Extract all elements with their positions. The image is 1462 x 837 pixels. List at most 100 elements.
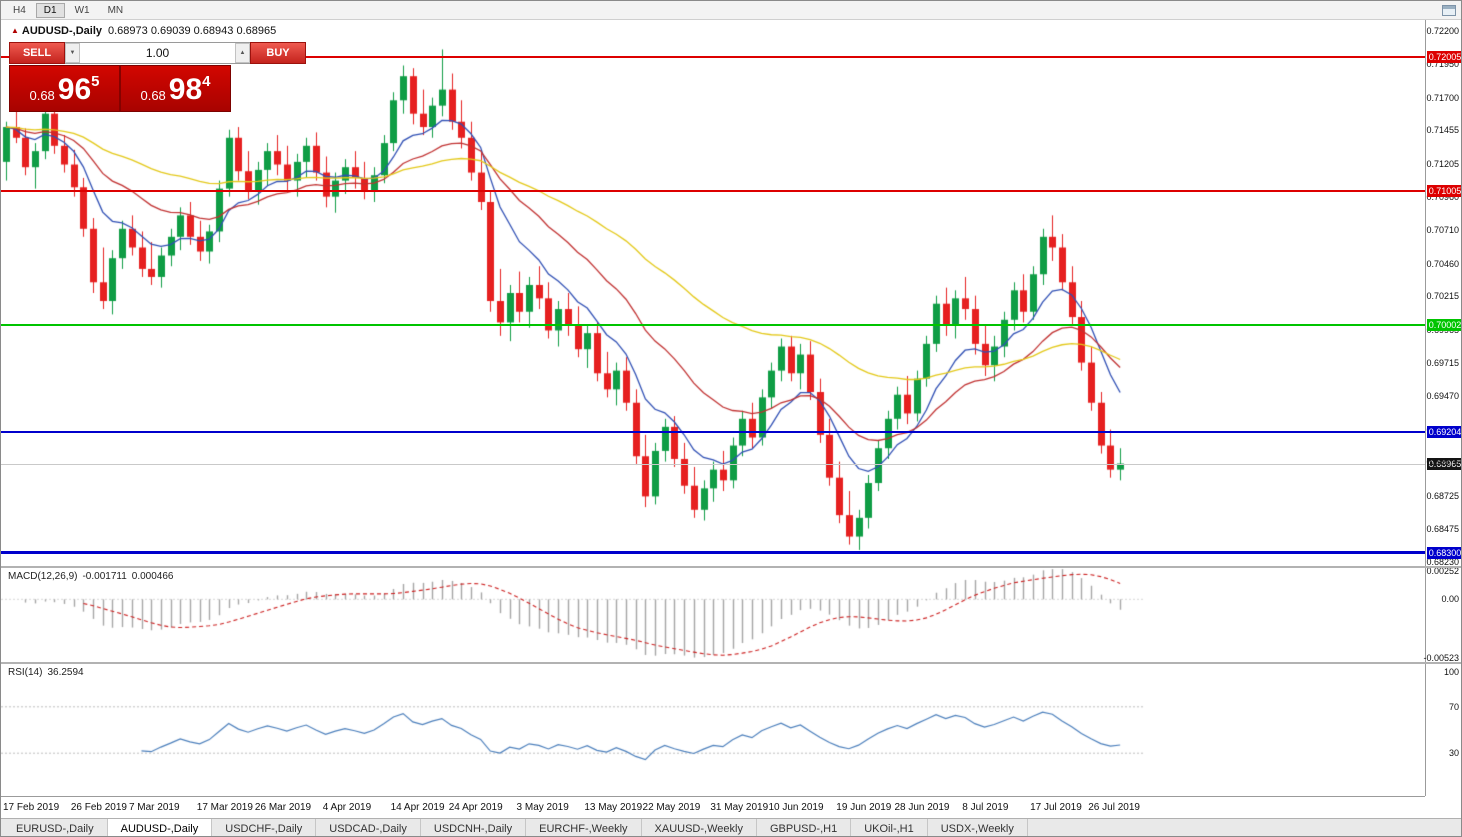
time-axis[interactable]: 17 Feb 2019 26 Feb 2019 7 Mar 2019 17 Mar 2… [1, 796, 1425, 818]
chart-tab-eurchf-weekly[interactable]: EURCHF-,Weekly [526, 819, 642, 836]
macd-scale-label: 0.00252 [1426, 566, 1459, 577]
chart-tab-gbpusd-h1[interactable]: GBPUSD-,H1 [757, 819, 852, 836]
buy-price-prefix: 0.68 [140, 88, 166, 103]
macd-panel: MACD(12,26,9) -0.001711 0.000466 [1, 568, 1425, 662]
panel-separator[interactable] [1, 566, 1461, 568]
price-line-label: 0.71005 [1427, 184, 1462, 197]
buy-price-display[interactable]: 0.68 98 4 [121, 66, 230, 111]
rsi-panel: RSI(14) 36.2594 [1, 664, 1425, 796]
sell-price-big: 96 [57, 73, 92, 106]
chart-tab-audusd-daily[interactable]: AUDUSD-,Daily [106, 819, 213, 836]
timeframe-button-d1[interactable]: D1 [35, 2, 65, 18]
rsi-scale-label: 100 [1443, 667, 1459, 677]
timeframe-button-w1[interactable]: W1 [74, 4, 90, 16]
chart-tab-eurusd-daily[interactable]: EURUSD-,Daily [3, 819, 108, 836]
chart-tab-usdchf-daily[interactable]: USDCHF-,Daily [212, 819, 317, 836]
price-line-label: 0.69204 [1427, 425, 1462, 438]
price-scale-label: 0.72200 [1426, 25, 1459, 36]
chart-ohlc-values: 0.68973 0.69039 0.68943 0.68965 [108, 25, 277, 37]
macd-scale-label: 0.00 [1441, 594, 1459, 605]
macd-label: MACD(12,26,9) -0.001711 0.000466 [8, 571, 173, 582]
date-label: 3 May 2019 [516, 802, 569, 813]
price-scale-label: 0.70710 [1426, 225, 1459, 236]
price-line-0-72005[interactable] [1, 55, 1425, 58]
price-scale-label: 0.68475 [1426, 524, 1459, 535]
chart-tab-xauusd-weekly[interactable]: XAUUSD-,Weekly [642, 819, 757, 836]
date-label: 17 Feb 2019 [3, 802, 60, 813]
symbol-icon: ▲ [11, 26, 19, 35]
volume-field: ▼ ▲ [65, 42, 250, 64]
price-line-label: 0.68300 [1427, 546, 1462, 559]
date-label: 17 Mar 2019 [196, 802, 253, 813]
price-scale-label: 0.71455 [1426, 125, 1459, 136]
date-label: 14 Apr 2019 [390, 802, 445, 813]
volume-decrease-icon[interactable]: ▼ [65, 43, 80, 63]
timeframe-toolbar: H4 D1 W1 MN [1, 1, 1461, 20]
rsi-scale-label: 30 [1448, 748, 1459, 759]
date-label: 4 Apr 2019 [322, 802, 372, 813]
chart-tab-usdx-weekly[interactable]: USDX-,Weekly [928, 819, 1028, 836]
date-label: 26 Feb 2019 [70, 802, 127, 813]
macd-canvas[interactable] [1, 568, 1425, 662]
price-scale-label: 0.70960 [1426, 191, 1459, 202]
rsi-canvas[interactable] [1, 664, 1425, 796]
price-line-0-70002[interactable] [1, 323, 1425, 326]
date-label: 28 Jun 2019 [894, 802, 950, 813]
price-scale-label: 0.68230 [1426, 556, 1459, 567]
price-scale-label: 0.68725 [1426, 490, 1459, 501]
price-line-0-68300[interactable] [1, 551, 1425, 555]
chart-tab-usdcad-daily[interactable]: USDCAD-,Daily [316, 819, 421, 836]
date-label: 22 May 2019 [642, 802, 701, 813]
price-line-0-71005[interactable] [1, 189, 1425, 192]
chart-title: ▲ AUDUSD-,Daily 0.68973 0.69039 0.68943 0.… [11, 25, 276, 37]
price-scale-label: 0.70215 [1426, 291, 1459, 302]
date-label: 24 Apr 2019 [448, 802, 503, 813]
date-label: 17 Jul 2019 [1030, 802, 1082, 813]
date-label: 7 Mar 2019 [128, 802, 180, 813]
chart-window-icon[interactable] [1442, 5, 1456, 16]
chart-tab-ukoil-h1[interactable]: UKOil-,H1 [851, 819, 928, 836]
current-price-label: 0.68965 [1427, 457, 1462, 470]
price-line-label: 0.72005 [1427, 50, 1462, 63]
price-scale-label: 0.70460 [1426, 258, 1459, 269]
timeframe-button-mn[interactable]: MN [107, 4, 124, 16]
date-label: 26 Jul 2019 [1088, 802, 1140, 813]
macd-signal-value: 0.000466 [131, 571, 174, 582]
sell-price-display[interactable]: 0.68 96 5 [10, 66, 121, 111]
buy-price-pip: 4 [202, 73, 211, 90]
price-line-0-69204[interactable] [1, 430, 1425, 433]
timeframe-button-group: H4 D1 W1 MN [5, 2, 133, 18]
date-label: 31 May 2019 [710, 802, 769, 813]
rsi-name: RSI(14) [8, 667, 43, 678]
macd-main-value: -0.001711 [82, 571, 127, 582]
price-line-label: 0.70002 [1427, 318, 1462, 331]
price-scale[interactable]: 0.68965 0.72200 0.71950 0.71700 0.71455 0.71… [1423, 20, 1462, 796]
volume-input[interactable] [80, 43, 235, 63]
sell-price-pip: 5 [91, 73, 100, 90]
macd-scale-label: -0.00523 [1423, 652, 1459, 663]
buy-button[interactable]: BUY [250, 42, 306, 64]
candlestick-canvas[interactable] [1, 20, 1425, 566]
date-label: 13 May 2019 [584, 802, 643, 813]
chart-tab-usdcnh-daily[interactable]: USDCNH-,Daily [421, 819, 527, 836]
price-scale-label: 0.69715 [1426, 358, 1459, 369]
date-label: 19 Jun 2019 [836, 802, 892, 813]
price-scale-label: 0.71700 [1426, 92, 1459, 103]
volume-increase-icon[interactable]: ▲ [235, 43, 250, 63]
current-bid-line [1, 463, 1425, 465]
price-chart-panel: ▲ AUDUSD-,Daily 0.68973 0.69039 0.68943 0.… [1, 20, 1425, 566]
rsi-value: 36.2594 [47, 667, 84, 678]
timeframe-button-h4[interactable]: H4 [13, 4, 26, 16]
chart-tab-bar: EURUSD-,Daily AUDUSD-,Daily USDCHF-,Daily U… [1, 818, 1461, 836]
price-scale-label: 0.68975 [1426, 457, 1459, 468]
sell-button[interactable]: SELL [9, 42, 65, 64]
panel-separator[interactable] [1, 662, 1461, 664]
macd-name: MACD(12,26,9) [8, 571, 78, 582]
bid-ask-display: 0.68 96 5 0.68 98 4 [9, 65, 231, 112]
price-scale-label: 0.71205 [1426, 158, 1459, 169]
price-scale-label: 0.71950 [1426, 59, 1459, 70]
date-label: 10 Jun 2019 [768, 802, 824, 813]
date-label: 26 Mar 2019 [254, 802, 312, 813]
